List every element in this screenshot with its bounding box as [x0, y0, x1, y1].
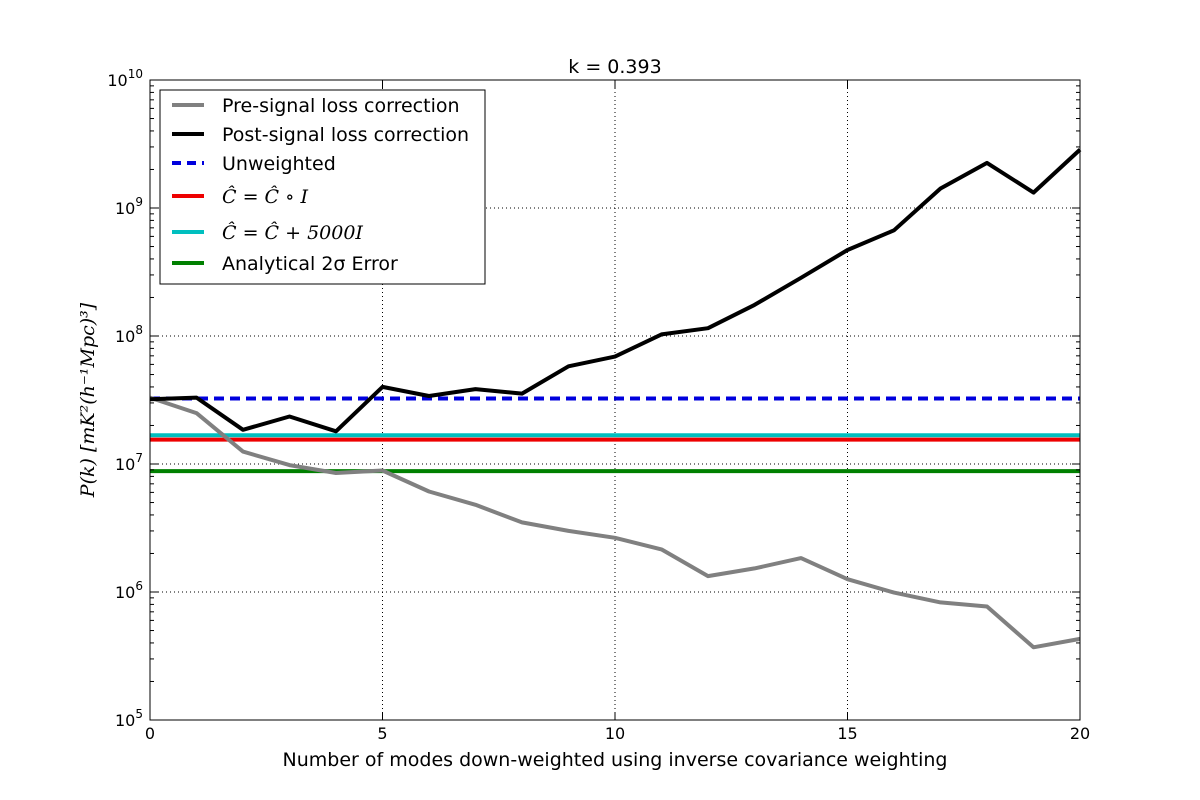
series-line-0	[149, 395, 1081, 650]
series-layer	[149, 148, 1082, 650]
x-tick-label: 10	[605, 724, 625, 743]
y-axis-label: P(k) [mK²(h⁻¹Mpc)³]	[77, 302, 99, 498]
legend-label-4: Ĉ = Ĉ + 5000I	[222, 221, 363, 244]
y-tick-label: 109	[115, 195, 143, 218]
legend: Pre-signal loss correction Post-signal lo…	[159, 89, 486, 285]
chart-title: k = 0.393	[568, 56, 661, 78]
x-tick-label: 0	[145, 724, 155, 743]
y-tick-label: 105	[115, 707, 143, 730]
x-tick-label: 20	[1070, 724, 1090, 743]
legend-frame	[159, 89, 486, 285]
legend-label-0: Pre-signal loss correction	[222, 95, 460, 117]
legend-label-2: Unweighted	[222, 153, 336, 175]
x-tick-label: 5	[377, 724, 387, 743]
x-tick-label: 15	[837, 724, 857, 743]
y-tick-label: 108	[115, 323, 143, 346]
x-axis-label: Number of modes down-weighted using inve…	[283, 749, 948, 771]
axis-ticks: 0 5 10 15 20 105 106 107 108 109 1010	[107, 67, 1090, 743]
y-tick-label: 1010	[107, 67, 143, 90]
legend-label-3: Ĉ = Ĉ ∘ I	[222, 185, 308, 208]
y-tick-label: 107	[115, 451, 143, 474]
legend-label-1: Post-signal loss correction	[222, 124, 469, 146]
legend-label-5: Analytical 2σ Error	[222, 253, 398, 275]
series-line-1	[149, 148, 1082, 434]
y-tick-label: 106	[115, 579, 143, 602]
